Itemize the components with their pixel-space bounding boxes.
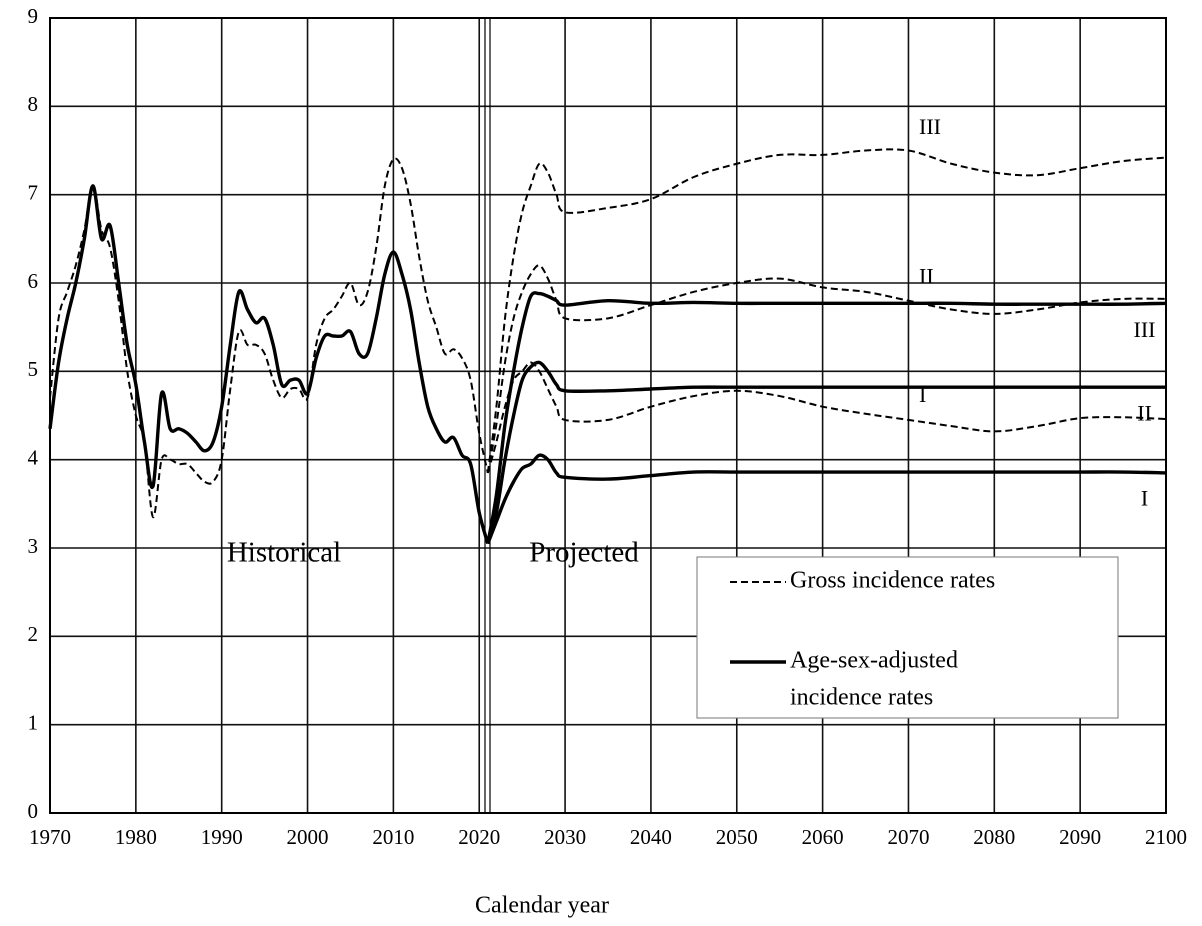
data-line — [48, 184, 490, 545]
x-tick-label: 1970 — [29, 825, 71, 849]
x-tick-label: 2030 — [544, 825, 586, 849]
data-line — [49, 157, 489, 519]
series-label: I — [1141, 486, 1148, 511]
x-tick-label: 2010 — [372, 825, 414, 849]
x-tick-label: 1980 — [115, 825, 157, 849]
series-label: II — [1137, 400, 1152, 425]
data-line — [486, 148, 1167, 474]
x-tick-label: 2050 — [716, 825, 758, 849]
data-line — [486, 360, 1166, 545]
series-label: I — [919, 382, 926, 407]
y-tick-label: 1 — [28, 710, 39, 734]
x-axis-label: Calendar year — [475, 893, 609, 919]
x-tick-label: 2100 — [1145, 825, 1187, 849]
y-tick-label: 3 — [28, 534, 39, 558]
y-tick-label: 2 — [28, 622, 39, 646]
x-tick-label: 1990 — [201, 825, 243, 849]
x-tick-label: 2040 — [630, 825, 672, 849]
legend: Gross incidence rates Age-sex-adjusted inc… — [696, 556, 1119, 719]
y-tick-label: 0 — [28, 799, 39, 823]
legend-box — [696, 556, 1119, 719]
y-tick-label: 9 — [28, 4, 39, 28]
data-line — [486, 453, 1167, 545]
legend-label: Age-sex-adjusted — [790, 648, 958, 674]
y-tick-label: 7 — [28, 180, 39, 204]
x-tick-label: 2090 — [1059, 825, 1101, 849]
annotation: Projected — [529, 537, 639, 569]
x-tick-label: 2070 — [887, 825, 929, 849]
data-line — [486, 264, 1167, 474]
y-tick-label: 4 — [28, 445, 39, 469]
y-tick-label: 8 — [28, 92, 39, 116]
x-tick-label: 2060 — [802, 825, 844, 849]
data-line — [486, 361, 1167, 474]
legend-label: incidence rates — [790, 685, 933, 711]
data-line — [486, 291, 1167, 544]
plot-border — [49, 17, 1167, 814]
y-tick-label: 5 — [28, 357, 39, 381]
legend-label: Gross incidence rates — [790, 568, 995, 594]
x-tick-label: 2000 — [287, 825, 329, 849]
series-label: II — [919, 263, 934, 288]
y-tick-label: 6 — [28, 269, 39, 293]
series-label: III — [919, 114, 941, 139]
x-tick-label: 2020 — [458, 825, 500, 849]
x-tick-label: 2080 — [973, 825, 1015, 849]
annotation: Historical — [227, 537, 341, 569]
series-label: III — [1134, 317, 1156, 342]
